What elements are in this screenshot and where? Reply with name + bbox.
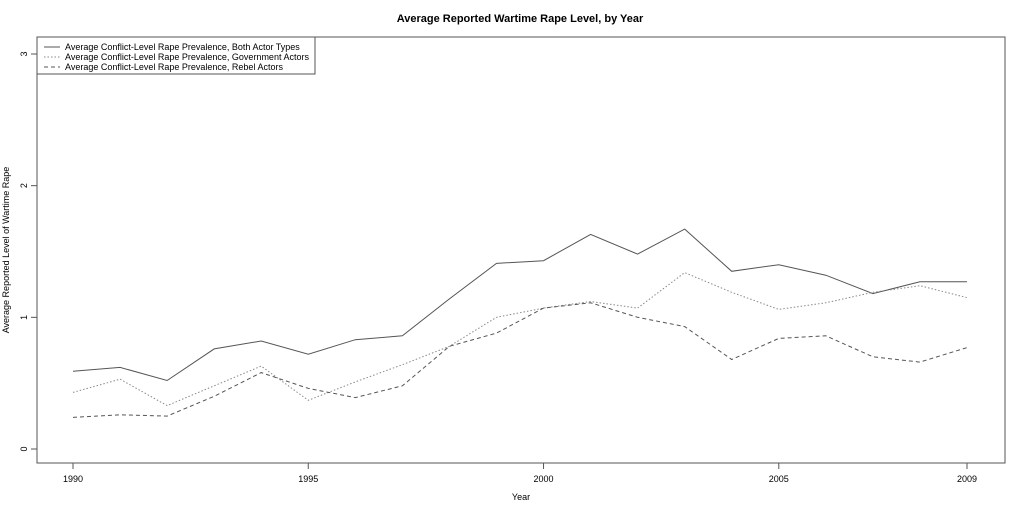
- x-axis: 1990 1995 2000 2005 2009: [63, 462, 977, 484]
- y-tick-label: 1: [19, 315, 29, 320]
- y-tick-label: 0: [19, 446, 29, 451]
- series-line-1: [72, 228, 967, 382]
- x-axis-label: Year: [512, 492, 530, 502]
- x-tick-label: 2005: [769, 474, 789, 484]
- legend-label-1: Average Conflict-Level Rape Prevalence, …: [65, 42, 300, 52]
- legend-label-2: Average Conflict-Level Rape Prevalence, …: [65, 52, 309, 62]
- y-axis: 0 1 2 3: [19, 51, 38, 452]
- series-line-2: [72, 272, 968, 407]
- x-tick-label: 1995: [298, 474, 318, 484]
- chart-title: Average Reported Wartime Rape Level, by …: [397, 13, 644, 25]
- legend-label-3: Average Conflict-Level Rape Prevalence, …: [65, 62, 283, 72]
- x-tick-label: 2000: [534, 474, 554, 484]
- x-tick-label: 2009: [957, 474, 977, 484]
- legend: Average Conflict-Level Rape Prevalence, …: [36, 36, 316, 75]
- y-tick-label: 3: [19, 51, 29, 56]
- series-line-3: [72, 302, 968, 418]
- y-tick-label: 2: [19, 183, 29, 188]
- y-axis-label: Average Reported Level of Wartime Rape: [1, 167, 11, 334]
- x-tick-label: 1990: [63, 474, 83, 484]
- series-layer: [72, 228, 968, 418]
- legend-box: [36, 36, 316, 75]
